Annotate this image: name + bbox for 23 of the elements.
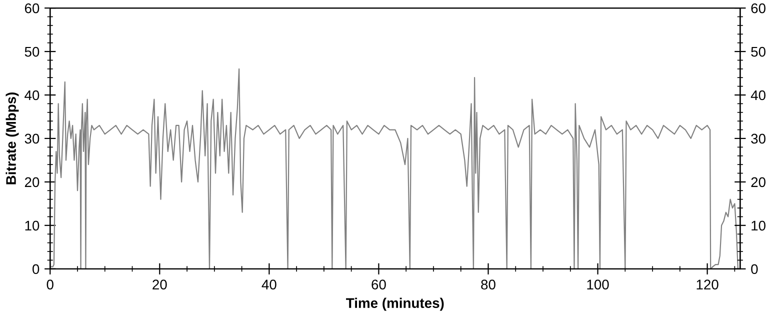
x-tick-label: 60	[372, 280, 386, 290]
y-axis-title: Bitrate (Mbps)	[6, 92, 19, 184]
y2-tick-label: 0	[751, 264, 758, 274]
y-tick-label: 40	[24, 90, 40, 100]
x-tick-label: 80	[481, 280, 496, 290]
y-tick-label: 10	[25, 220, 40, 231]
x-tick-label: 20	[152, 280, 167, 290]
y2-tick-label: 40	[750, 90, 766, 100]
y-tick-label: 20	[24, 177, 40, 188]
x-tick-label: 0	[46, 280, 54, 290]
x-axis-title: Time (minutes)	[346, 298, 444, 311]
x-tick-label: 40	[262, 280, 276, 290]
y2-tick-label: 30	[751, 134, 766, 144]
x-tick-label: 120	[696, 280, 718, 290]
y-tick-label: 50	[24, 46, 40, 57]
y2-tick-label: 10	[752, 220, 766, 231]
y-tick-label: 60	[24, 3, 40, 14]
y-tick-label: 30	[24, 134, 40, 144]
y2-tick-label: 60	[751, 3, 766, 14]
y2-tick-label: 50	[751, 46, 766, 57]
y-tick-label: 0	[32, 264, 40, 274]
y2-tick-label: 20	[751, 177, 766, 188]
x-tick-label: 100	[587, 280, 609, 290]
